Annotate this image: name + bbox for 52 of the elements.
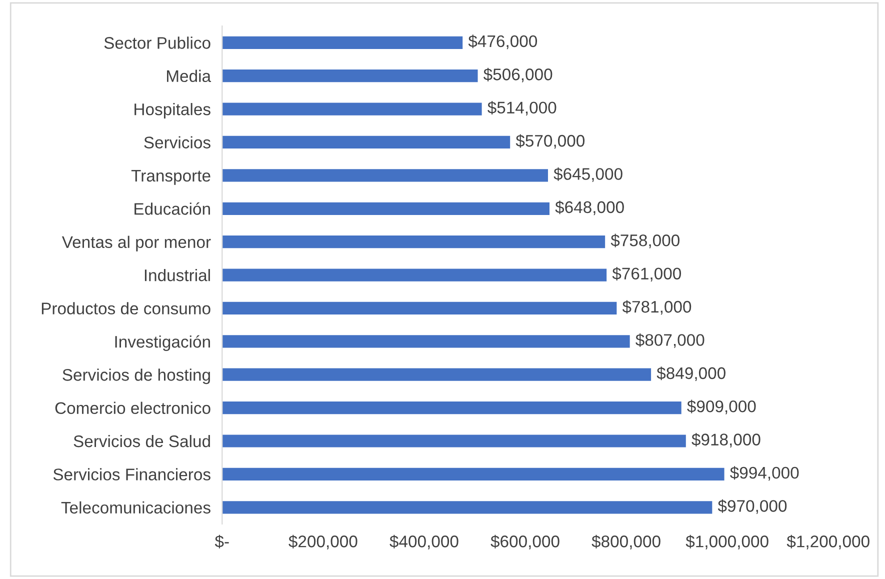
data-label: $909,000 xyxy=(687,400,756,414)
y-tick-label: Ventas al por menor xyxy=(62,236,211,252)
data-label: $994,000 xyxy=(730,466,799,481)
x-tick-label: $600,000 xyxy=(490,534,560,550)
data-label: $807,000 xyxy=(636,333,704,348)
x-tick-label: $400,000 xyxy=(390,534,458,550)
bar xyxy=(222,468,724,481)
y-tick-label: Servicios Financieros xyxy=(53,468,210,480)
data-label: $506,000 xyxy=(483,68,552,82)
y-tick-label: Servicios de hosting xyxy=(62,368,210,384)
y-tick-label: Telecomunicaciones xyxy=(61,501,210,514)
y-tick-label: Productos de consumo xyxy=(42,302,210,314)
bar xyxy=(222,169,548,182)
data-label: $849,000 xyxy=(656,366,726,382)
bar xyxy=(222,335,630,348)
bar xyxy=(222,136,510,149)
data-label: $758,000 xyxy=(610,234,680,248)
bar xyxy=(222,368,652,381)
bar xyxy=(222,434,686,448)
data-label: $648,000 xyxy=(555,200,624,216)
y-tick-label: Servicios de Salud xyxy=(74,434,210,448)
data-label: $918,000 xyxy=(692,432,760,448)
y-tick-label: Investigación xyxy=(115,335,210,352)
data-label: $645,000 xyxy=(554,167,622,182)
data-label: $970,000 xyxy=(718,499,787,514)
data-label: $761,000 xyxy=(612,266,681,282)
x-tick-label: $1,000,000 xyxy=(686,534,768,550)
data-label: $514,000 xyxy=(488,101,556,116)
bar xyxy=(222,102,482,116)
bar xyxy=(222,236,606,248)
bar xyxy=(222,70,478,82)
x-tick-label: $- xyxy=(214,534,229,548)
x-tick-label: $800,000 xyxy=(592,534,660,550)
y-tick-label: Educación xyxy=(134,202,210,215)
data-label: $570,000 xyxy=(516,134,585,149)
x-tick-label: $1,200,000 xyxy=(786,534,870,550)
bar xyxy=(222,501,712,514)
bar xyxy=(222,268,607,282)
y-tick-label: Industrial xyxy=(144,268,210,282)
data-label: $476,000 xyxy=(468,34,538,50)
x-tick-label: $200,000 xyxy=(288,534,358,550)
y-tick-label: Media xyxy=(167,70,212,82)
bar xyxy=(222,302,617,315)
y-tick-label: Hospitales xyxy=(134,103,210,119)
y-tick-label: Comercio electronico xyxy=(55,402,210,414)
data-label: $781,000 xyxy=(622,300,692,315)
y-tick-label: Servicios xyxy=(144,136,210,148)
bar xyxy=(222,402,682,414)
y-tick-label: Transporte xyxy=(131,170,210,185)
bar xyxy=(222,202,550,215)
y-tick-label: Sector Publico xyxy=(104,36,210,49)
bar xyxy=(222,36,463,49)
